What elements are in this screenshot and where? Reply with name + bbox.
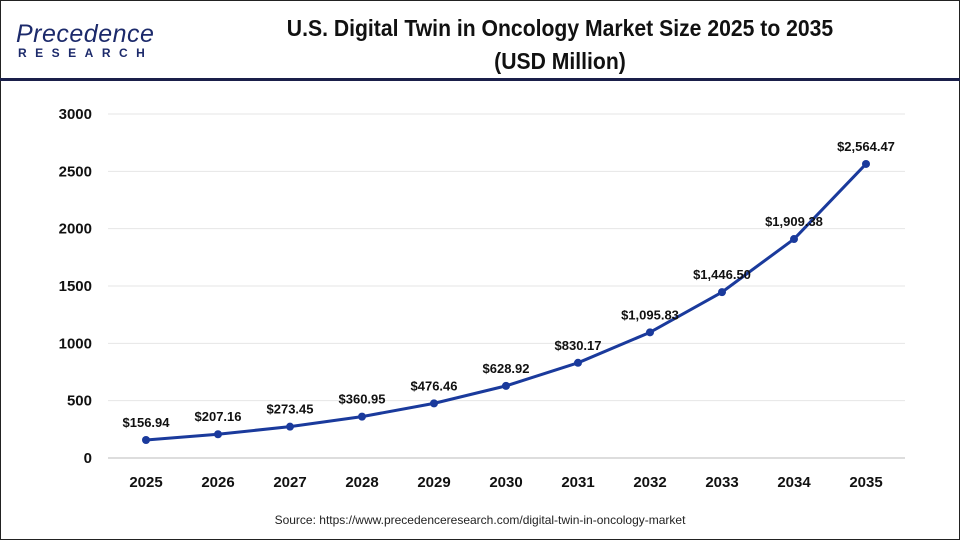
x-tick-label: 2032: [633, 474, 666, 491]
y-tick-label: 500: [67, 393, 92, 410]
x-tick-label: 2033: [705, 474, 738, 491]
title-line-2: (USD Million): [494, 48, 626, 74]
chart-title: U.S. Digital Twin in Oncology Market Siz…: [229, 12, 891, 78]
data-label: $273.45: [267, 402, 314, 417]
data-point: [142, 436, 150, 445]
data-label: $1,909.38: [765, 214, 823, 229]
data-label: $628.92: [483, 361, 530, 376]
data-point: [358, 412, 366, 421]
y-tick-label: 2000: [59, 221, 92, 238]
data-label: $207.16: [195, 409, 242, 424]
x-tick-label: 2025: [129, 474, 162, 491]
data-label: $1,446.50: [693, 267, 751, 282]
data-label: $476.46: [411, 378, 458, 393]
y-tick-label: 0: [84, 450, 92, 467]
y-tick-label: 1000: [59, 335, 92, 352]
data-point: [862, 159, 870, 168]
logo: Precedence RESEARCH: [16, 20, 166, 65]
y-tick-label: 3000: [59, 106, 92, 123]
data-point: [646, 328, 654, 337]
source-text: Source: https://www.precedenceresearch.c…: [274, 513, 686, 527]
y-tick-label: 1500: [59, 278, 92, 295]
x-tick-label: 2029: [417, 474, 450, 491]
x-tick-label: 2030: [489, 474, 522, 491]
x-tick-label: 2026: [201, 474, 234, 491]
data-point: [286, 422, 294, 431]
x-tick-label: 2031: [561, 474, 594, 491]
series-line: [145, 162, 868, 442]
x-tick-label: 2035: [849, 474, 882, 491]
data-point: [790, 235, 798, 244]
x-tick-label: 2034: [777, 474, 811, 491]
x-tick-label: 2028: [345, 474, 378, 491]
header-divider: [0, 78, 960, 81]
title-line-1: U.S. Digital Twin in Oncology Market Siz…: [286, 15, 834, 41]
data-point: [502, 381, 510, 390]
x-tick-label: 2027: [273, 474, 306, 491]
data-point: [214, 430, 222, 439]
data-label: $156.94: [123, 415, 171, 430]
y-tick-label: 2500: [59, 163, 92, 180]
data-point: [574, 358, 582, 367]
data-label: $2,564.47: [837, 139, 895, 154]
logo-sub-text: RESEARCH: [18, 46, 154, 60]
logo-main-text: Precedence: [16, 20, 155, 48]
data-label: $360.95: [339, 392, 386, 407]
data-label: $830.17: [555, 338, 602, 353]
data-point: [718, 288, 726, 297]
data-label: $1,095.83: [621, 307, 679, 322]
data-point: [430, 399, 438, 408]
